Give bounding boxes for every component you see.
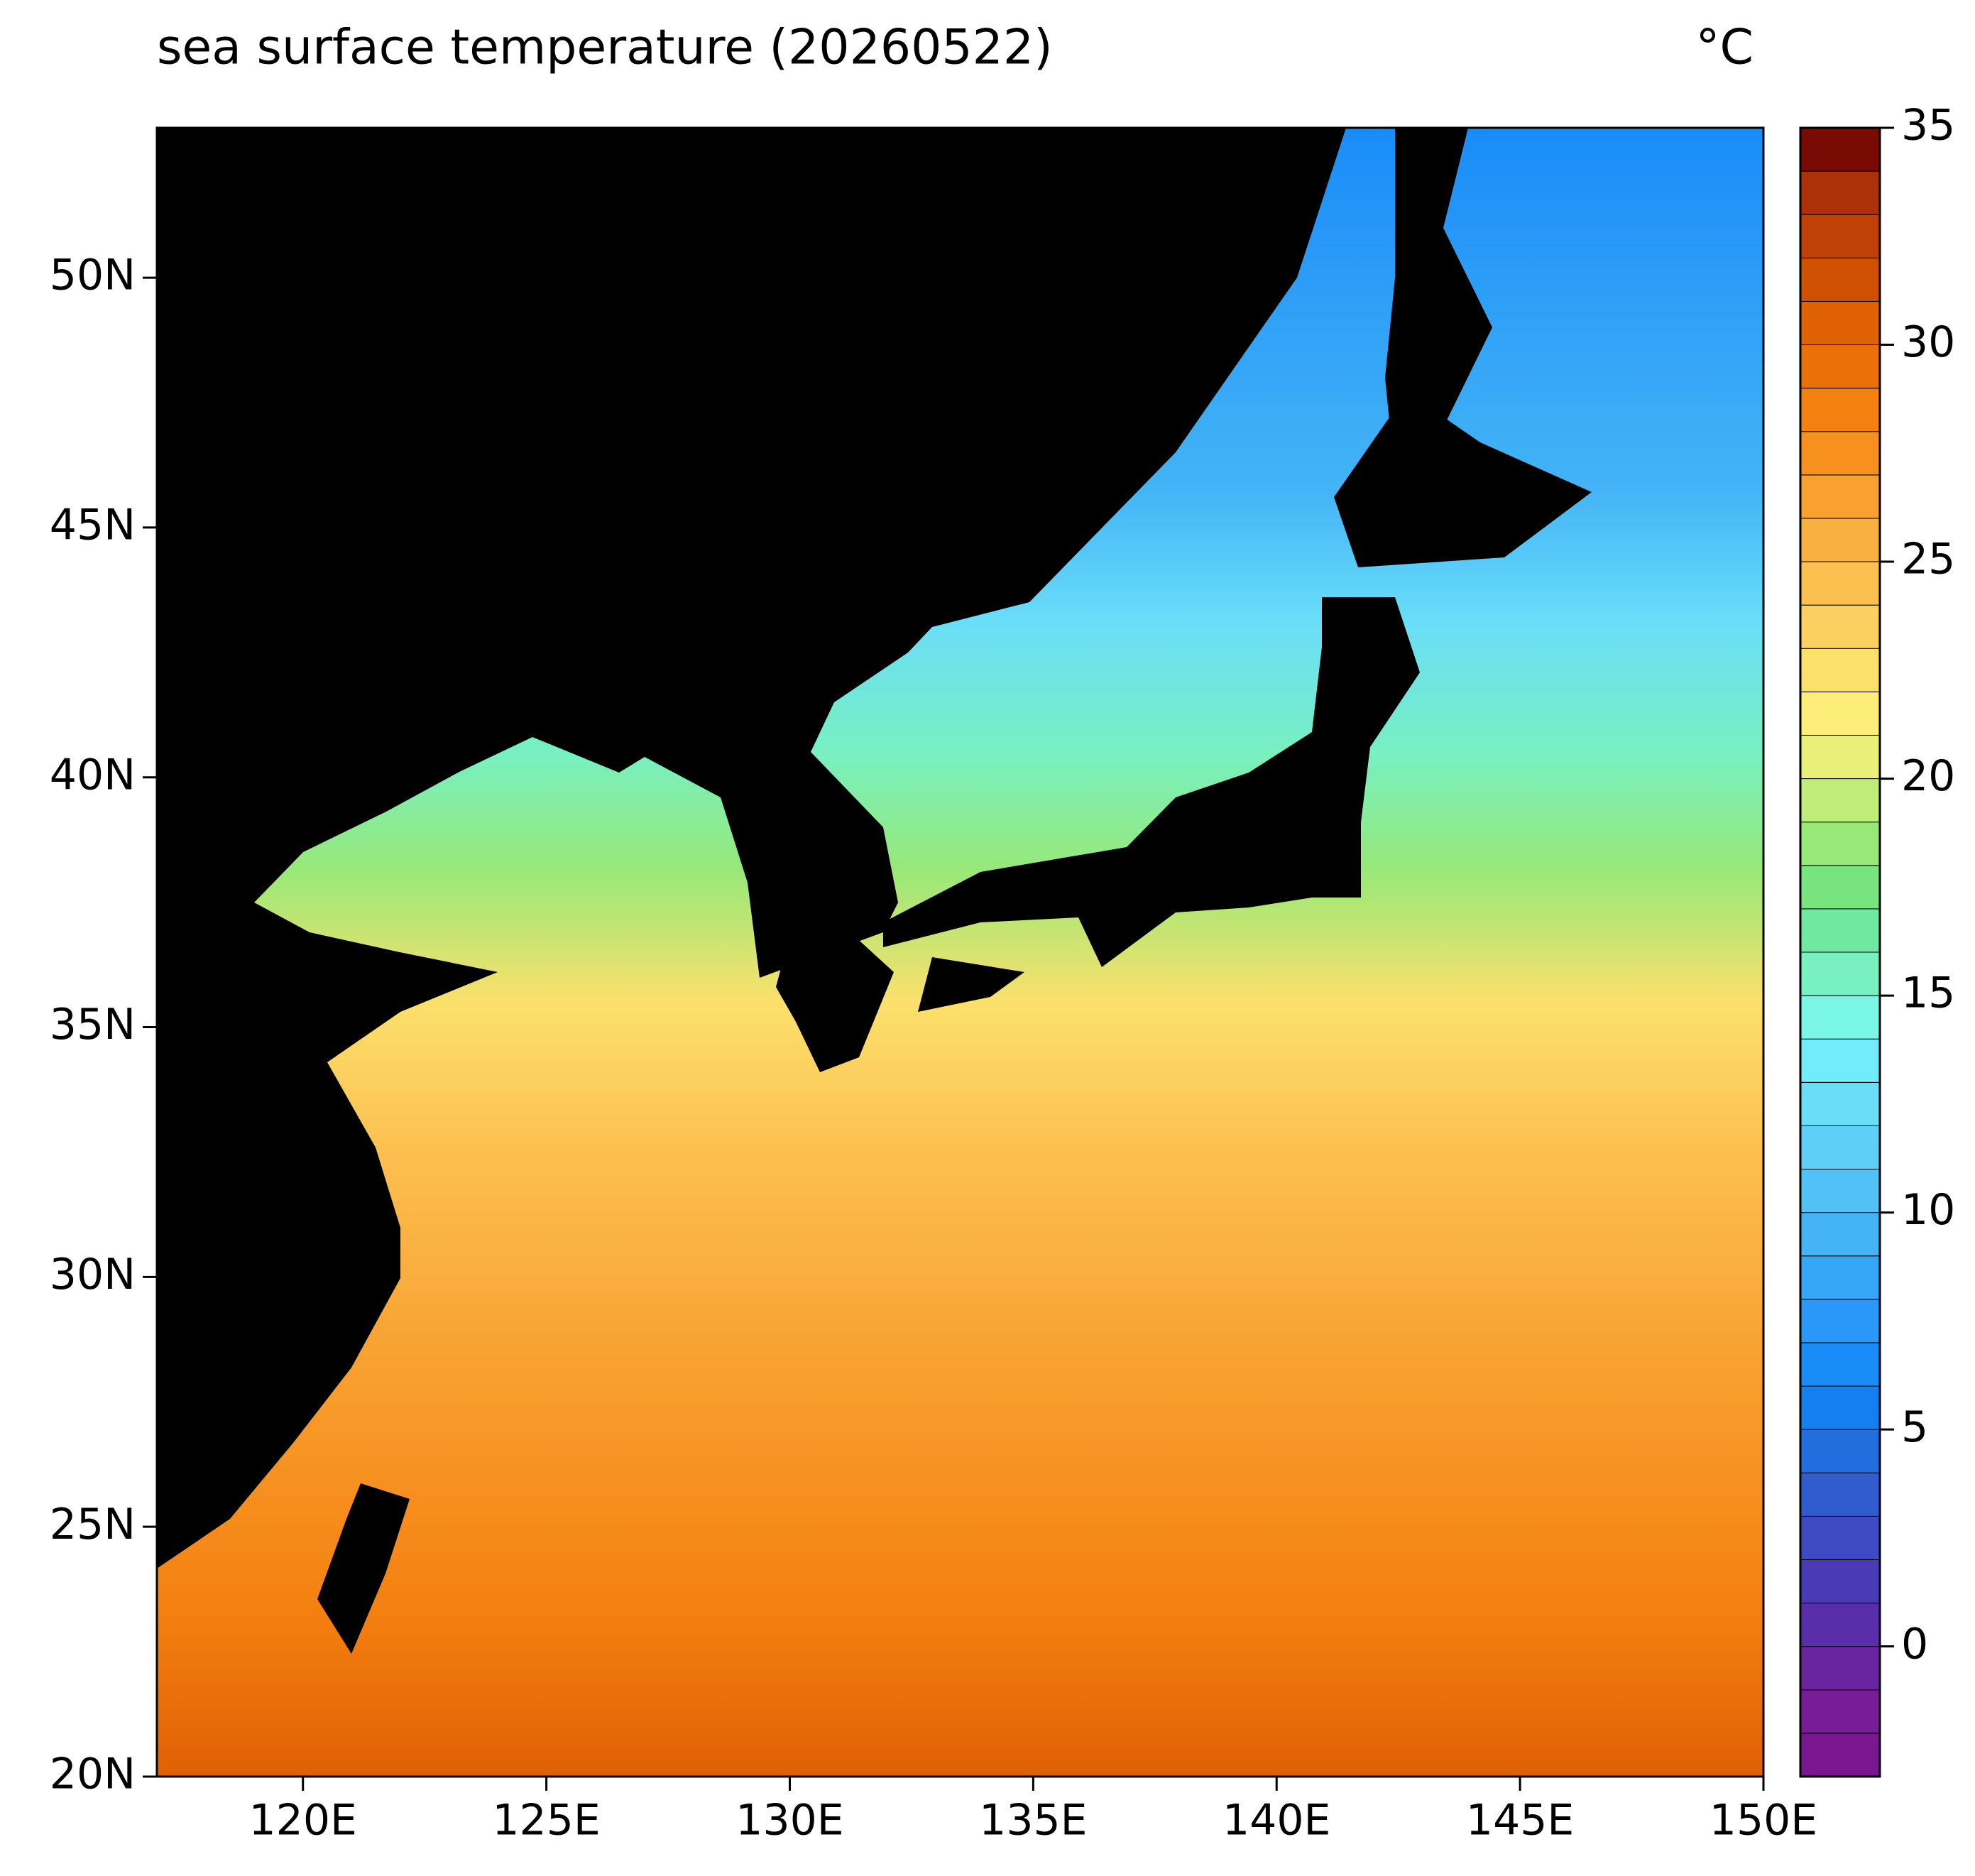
y-tick-label: 45N xyxy=(50,501,136,550)
unit-label: °C xyxy=(1696,20,1754,76)
colorbar-band xyxy=(1800,518,1881,562)
colorbar-tick-label: 15 xyxy=(1901,969,1955,1018)
colorbar-tick-label: 30 xyxy=(1901,317,1955,367)
colorbar-band xyxy=(1800,170,1881,215)
colorbar-tick-label: 20 xyxy=(1901,751,1955,801)
x-tick-label: 125E xyxy=(492,1796,600,1845)
colorbar-band xyxy=(1800,1603,1881,1647)
x-tick-label: 120E xyxy=(249,1796,357,1845)
colorbar-band xyxy=(1800,778,1881,823)
land-shikoku xyxy=(918,957,1024,1012)
colorbar-band xyxy=(1800,561,1881,606)
colorbar-tick-label: 25 xyxy=(1901,535,1955,584)
colorbar-band xyxy=(1800,1081,1881,1126)
y-tick-label: 20N xyxy=(50,1750,136,1799)
land-honshu xyxy=(883,597,1420,967)
y-tick-label: 50N xyxy=(50,251,136,300)
y-tick-label: 25N xyxy=(50,1500,136,1549)
colorbar-tick-label: 10 xyxy=(1901,1185,1955,1235)
colorbar-band xyxy=(1800,1733,1881,1777)
colorbar-band xyxy=(1800,431,1881,476)
colorbar-band xyxy=(1800,865,1881,910)
land-asia xyxy=(157,128,1346,1569)
colorbar-band xyxy=(1800,1342,1881,1387)
colorbar-band xyxy=(1800,648,1881,692)
colorbar-band xyxy=(1800,1689,1881,1734)
colorbar-band xyxy=(1800,1472,1881,1517)
colorbar-band xyxy=(1800,1429,1881,1473)
chart-title: sea surface temperature (20260522) xyxy=(157,20,1053,76)
colorbar-band xyxy=(1800,300,1881,346)
colorbar-band xyxy=(1800,214,1881,258)
land-sakhalin xyxy=(1385,128,1492,477)
land-kyushu xyxy=(776,927,894,1072)
x-tick-label: 135E xyxy=(979,1796,1087,1845)
colorbar-band xyxy=(1800,257,1881,302)
y-tick-label: 30N xyxy=(50,1250,136,1299)
y-tick-label: 35N xyxy=(50,1000,136,1049)
colorbar-band xyxy=(1800,474,1881,519)
map-field xyxy=(157,128,1763,1777)
y-tick-label: 40N xyxy=(50,750,136,800)
colorbar-band xyxy=(1800,1559,1881,1604)
x-tick-label: 140E xyxy=(1222,1796,1330,1845)
colorbar-band xyxy=(1800,908,1881,953)
x-tick-label: 130E xyxy=(735,1796,843,1845)
colorbar-frame xyxy=(1799,126,1881,1778)
colorbar-band xyxy=(1800,1038,1881,1083)
colorbar-tick-label: 0 xyxy=(1901,1619,1928,1669)
colorbar-band xyxy=(1800,1212,1881,1257)
x-tick-label: 150E xyxy=(1709,1796,1817,1845)
colorbar-band xyxy=(1800,1125,1881,1170)
colorbar-band xyxy=(1800,1646,1881,1691)
colorbar-band xyxy=(1800,1299,1881,1343)
colorbar-band xyxy=(1800,1255,1881,1300)
colorbar-tick-label: 5 xyxy=(1901,1402,1928,1452)
colorbar-band xyxy=(1800,604,1881,649)
colorbar-band xyxy=(1800,388,1881,432)
colorbar-band xyxy=(1800,1385,1881,1430)
x-tick-label: 145E xyxy=(1466,1796,1574,1845)
colorbar-band xyxy=(1800,822,1881,866)
colorbar-band xyxy=(1800,691,1881,736)
colorbar-tick-label: 35 xyxy=(1901,101,1955,151)
colorbar-band xyxy=(1800,995,1881,1040)
land-hokkaido xyxy=(1334,392,1592,567)
colorbar-band xyxy=(1800,1515,1881,1560)
land-taiwan xyxy=(317,1483,410,1654)
colorbar-band xyxy=(1800,951,1881,996)
colorbar-band xyxy=(1800,734,1881,780)
colorbar-band xyxy=(1800,344,1881,389)
colorbar-band xyxy=(1800,1169,1881,1214)
plot-frame xyxy=(155,126,1765,1778)
colorbar-band xyxy=(1800,127,1881,172)
